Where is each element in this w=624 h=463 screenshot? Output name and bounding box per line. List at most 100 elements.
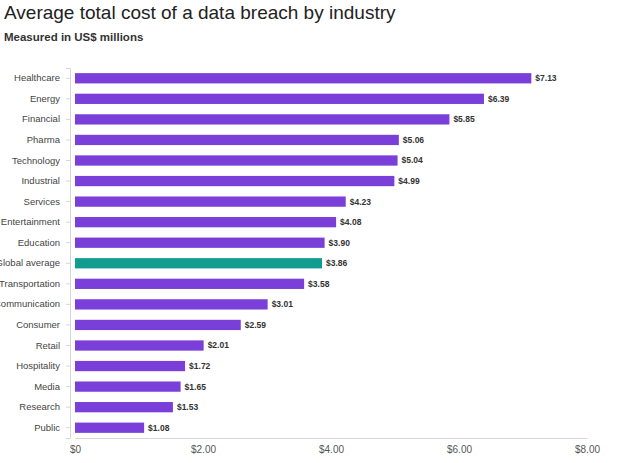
data-label: $3.58 (308, 279, 330, 289)
data-label: $1.53 (177, 402, 199, 412)
tick-mark (66, 386, 70, 387)
tick: Transportation (0, 278, 70, 289)
bar (75, 361, 185, 371)
tick-mark (66, 139, 70, 140)
tick: Retail (36, 340, 70, 351)
tick-label: Global average (0, 257, 60, 268)
chart: Average total cost of a data breach by i… (0, 0, 624, 463)
tick: Industrial (21, 175, 70, 186)
data-label: $1.72 (189, 361, 211, 371)
bar (75, 217, 336, 227)
tick: $8.00 (575, 438, 600, 455)
bar (75, 402, 173, 412)
tick-label: Industrial (21, 175, 60, 186)
axis-line (66, 69, 71, 439)
bar (75, 320, 241, 330)
tick-mark (66, 181, 70, 182)
tick-label: Financial (22, 113, 60, 124)
data-label: $1.65 (185, 382, 207, 392)
tick-label: Technology (12, 155, 60, 166)
tick: Global average (0, 257, 70, 268)
bar (75, 279, 304, 289)
tick: Energy (30, 93, 70, 104)
tick-label: Transportation (0, 278, 60, 289)
bar (75, 238, 325, 248)
axis-line (76, 438, 588, 439)
tick: Education (18, 237, 70, 248)
tick: Consumer (16, 319, 70, 330)
bar (75, 73, 531, 83)
data-label: $3.90 (329, 238, 351, 248)
tick: Hospitality (16, 360, 70, 371)
bars (75, 73, 531, 433)
data-label: $7.13 (535, 73, 557, 83)
tick-label: Healthcare (14, 72, 60, 83)
tick-label: Pharma (27, 134, 61, 145)
tick-mark (66, 263, 70, 264)
tick: Media (34, 381, 70, 392)
tick: Entertainment (1, 216, 70, 227)
tick-mark (66, 366, 70, 367)
bar (75, 340, 204, 350)
tick: Pharma (27, 134, 70, 145)
data-label: $5.06 (403, 135, 425, 145)
tick: Financial (22, 113, 70, 124)
tick-mark (66, 160, 70, 161)
tick-label: Public (34, 422, 60, 433)
tick-label: $8.00 (575, 444, 600, 455)
tick-label: $0 (70, 444, 82, 455)
data-label: $4.23 (350, 197, 372, 207)
tick: Healthcare (14, 72, 70, 83)
bar (75, 196, 346, 206)
tick-mark (66, 242, 70, 243)
tick: Technology (12, 155, 70, 166)
data-label: $4.08 (340, 217, 362, 227)
bar (75, 155, 398, 165)
value-axis: $0 $2.00 $4.00 $6.00 $8.00 (70, 438, 601, 455)
tick-mark (66, 78, 70, 79)
category-axis: Healthcare Energy Financial Pharma Technolog… (0, 69, 71, 439)
tick-label: Entertainment (1, 216, 61, 227)
bar (75, 176, 394, 186)
data-label: $2.59 (245, 320, 267, 330)
tick-label: $4.00 (319, 444, 344, 455)
tick-label: Research (19, 401, 60, 412)
bar (75, 299, 268, 309)
data-label: $5.04 (402, 155, 424, 165)
tick-label: Communication (0, 298, 60, 309)
tick-label: Hospitality (16, 360, 60, 371)
tick-mark (66, 304, 70, 305)
tick: $4.00 (319, 438, 344, 455)
tick-label: Education (18, 237, 60, 248)
tick-mark (66, 407, 70, 408)
tick-label: Media (34, 381, 61, 392)
tick: Research (19, 401, 70, 412)
tick: $6.00 (447, 438, 472, 455)
data-labels: $7.13 $6.39 $5.85 $5.06 $5.04 $4.99 $4.23 $4.08… (148, 73, 557, 432)
tick-mark (66, 119, 70, 120)
title: Average total cost of a data breach by i… (4, 2, 396, 23)
bar (75, 114, 449, 124)
tick: $0 (70, 438, 82, 455)
tick-label: $6.00 (447, 444, 472, 455)
tick-label: Services (24, 196, 61, 207)
tick-mark (66, 201, 70, 202)
data-label: $6.39 (488, 94, 510, 104)
data-label: $2.01 (208, 340, 230, 350)
tick-mark (66, 222, 70, 223)
bar (75, 381, 181, 391)
tick-mark (66, 345, 70, 346)
data-label: $3.01 (272, 299, 294, 309)
tick-mark (66, 324, 70, 325)
bar (75, 258, 322, 268)
subtitle: Measured in US$ millions (4, 31, 143, 43)
tick: Communication (0, 298, 70, 309)
tick-label: Energy (30, 93, 60, 104)
data-label: $5.85 (453, 114, 475, 124)
bar (75, 135, 399, 145)
bar (75, 94, 484, 104)
tick: $2.00 (191, 438, 216, 455)
tick-label: $2.00 (191, 444, 216, 455)
data-label: $4.99 (398, 176, 420, 186)
tick-mark (66, 98, 70, 99)
